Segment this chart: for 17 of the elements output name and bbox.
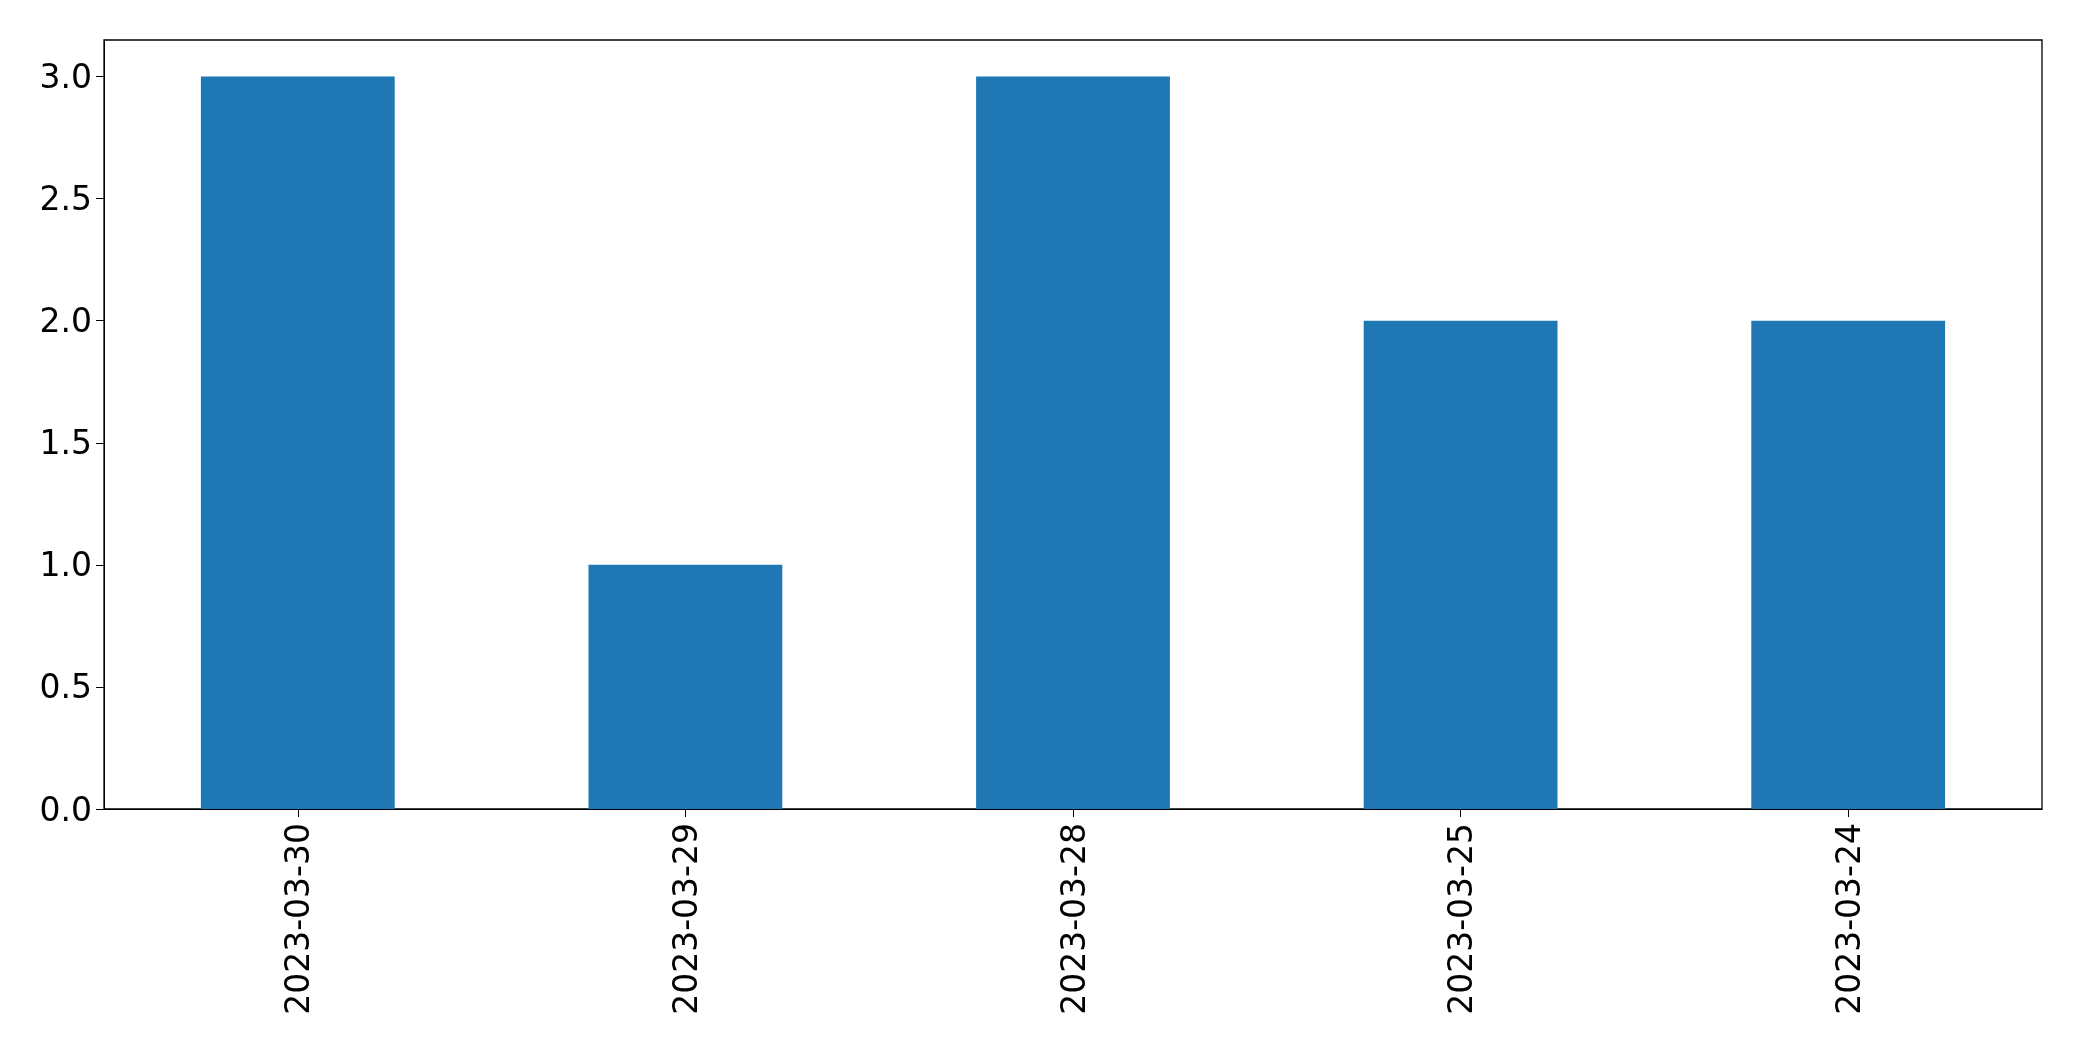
y-tick-label: 2.0 bbox=[39, 301, 92, 341]
y-tick-label: 0.5 bbox=[39, 667, 92, 707]
x-tick-label: 2023-03-25 bbox=[1441, 823, 1481, 1015]
y-tick-label: 0.0 bbox=[39, 789, 92, 829]
bar bbox=[976, 76, 1170, 809]
bar bbox=[588, 564, 783, 809]
y-tick-label: 3.0 bbox=[39, 57, 92, 97]
y-tick-label: 1.0 bbox=[39, 545, 92, 585]
x-tick-label: 2023-03-24 bbox=[1828, 823, 1868, 1015]
y-tick-label: 1.5 bbox=[39, 423, 92, 463]
x-tick-label: 2023-03-28 bbox=[1053, 823, 1093, 1015]
x-tick-label: 2023-03-29 bbox=[665, 823, 705, 1015]
bar bbox=[1363, 320, 1558, 809]
y-tick-label: 2.5 bbox=[39, 179, 92, 219]
bar bbox=[200, 76, 395, 809]
bar bbox=[1751, 320, 1946, 809]
x-tick-label: 2023-03-30 bbox=[278, 823, 318, 1015]
